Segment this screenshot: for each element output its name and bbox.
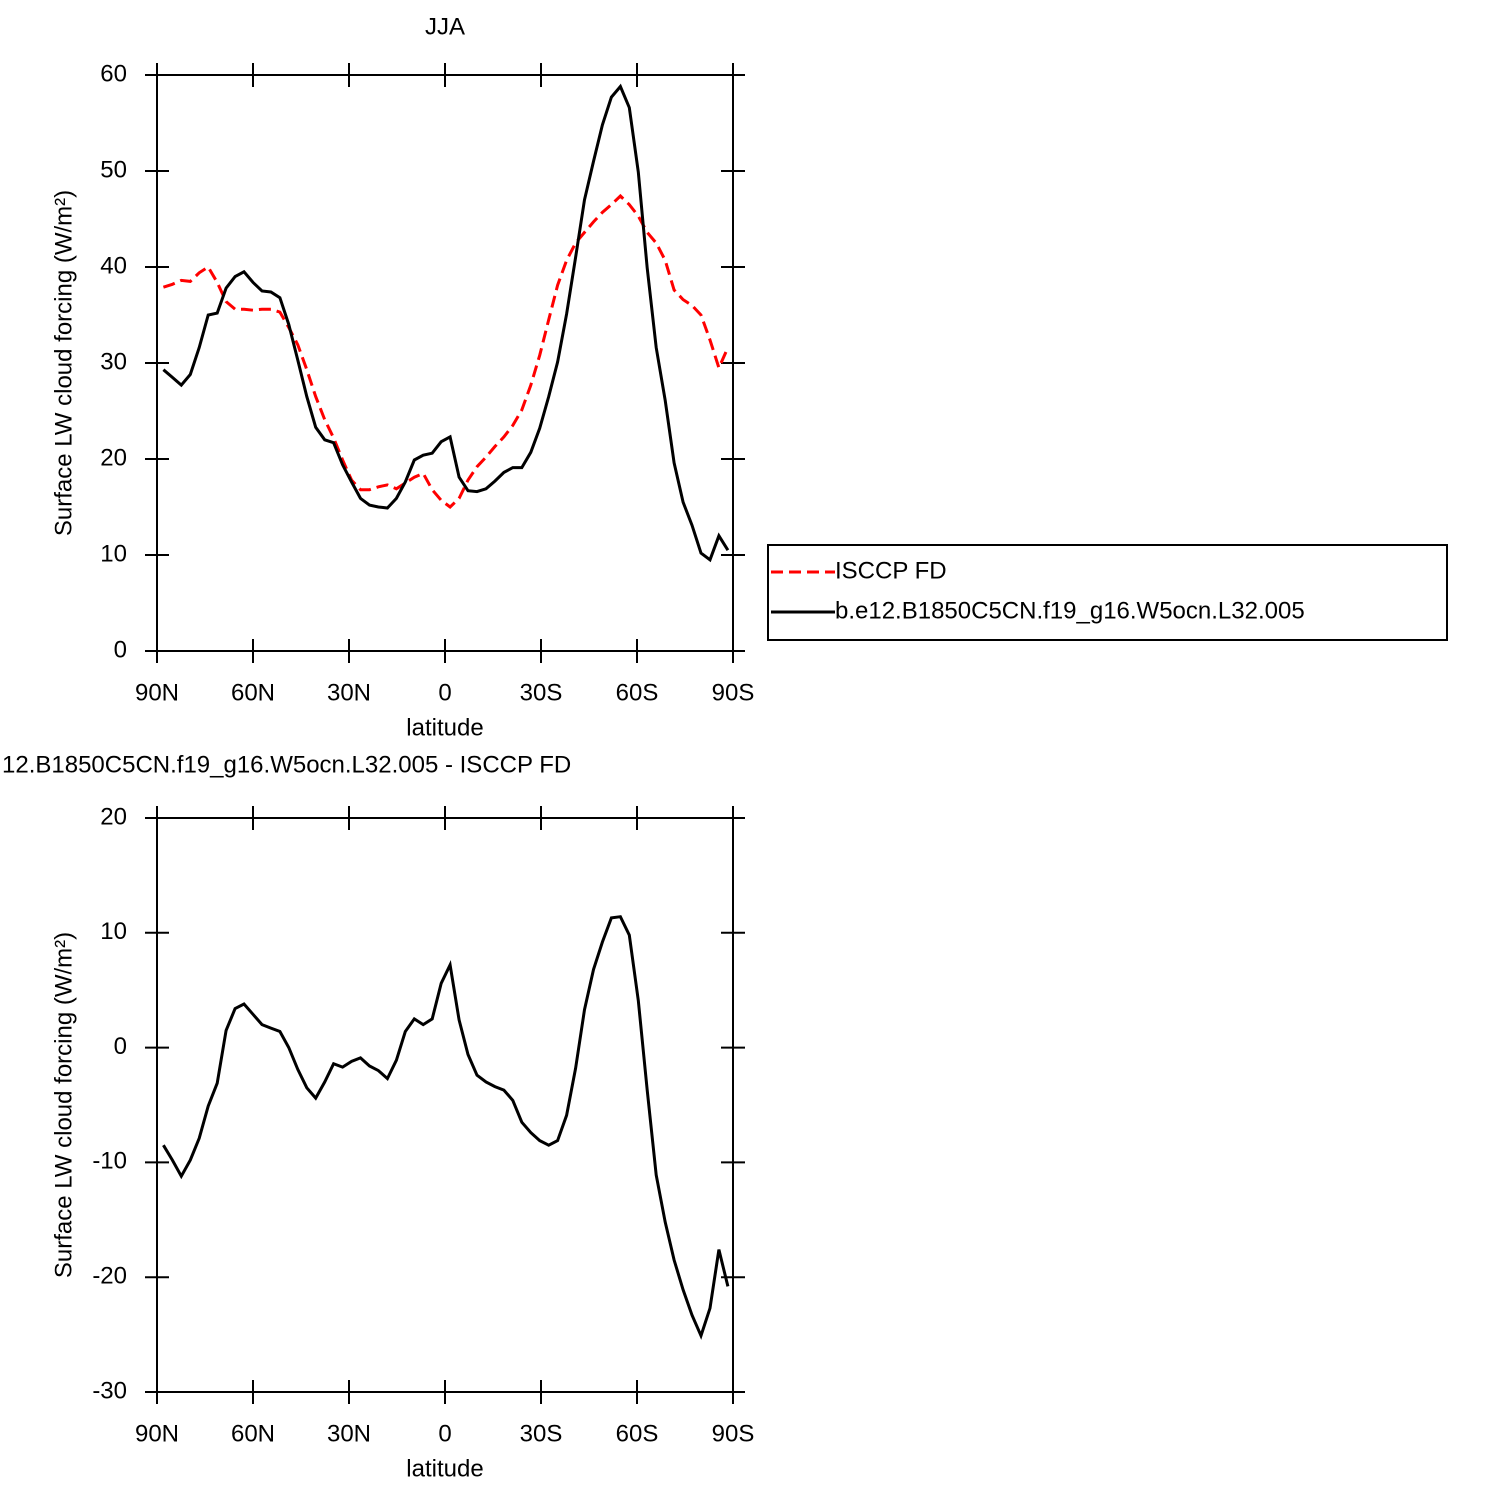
y-tick-label: 10	[100, 540, 127, 567]
y-tick-label: 10	[100, 918, 127, 945]
x-tick-label: 90N	[135, 1420, 179, 1447]
plot-frame	[156, 74, 734, 652]
x-tick-label: 30S	[520, 1420, 563, 1447]
x-tick-label: 0	[438, 679, 451, 706]
x-tick-label: 0	[438, 1420, 451, 1447]
y-tick-label: 0	[114, 1033, 127, 1060]
y-tick-label: -10	[92, 1148, 127, 1175]
x-tick-label: 60N	[231, 679, 275, 706]
x-tick-label: 30N	[327, 679, 371, 706]
y-tick-label: 20	[100, 444, 127, 471]
y-axis-label: Surface LW cloud forcing (W/m²)	[50, 932, 77, 1278]
legend-label: b.e12.B1850C5CN.f19_g16.W5ocn.L32.005	[835, 597, 1305, 624]
y-tick-label: 40	[100, 252, 127, 279]
x-tick-label: 90S	[712, 1420, 755, 1447]
x-tick-label: 30N	[327, 1420, 371, 1447]
y-axis-label: Surface LW cloud forcing (W/m²)	[50, 190, 77, 536]
y-tick-label: 50	[100, 156, 127, 183]
x-axis-label: latitude	[406, 714, 483, 741]
data-line	[162, 915, 730, 1340]
y-tick-label: -20	[92, 1263, 127, 1290]
data-line	[162, 193, 730, 509]
y-tick-label: -30	[92, 1377, 127, 1404]
y-tick-label: 60	[100, 60, 127, 87]
x-axis-label: latitude	[406, 1455, 483, 1482]
y-tick-label: 30	[100, 348, 127, 375]
legend-box	[767, 544, 1448, 641]
chart-title: JJA	[425, 13, 465, 40]
x-tick-label: 60N	[231, 1420, 275, 1447]
x-tick-label: 30S	[520, 679, 563, 706]
x-tick-label: 60S	[616, 679, 659, 706]
x-tick-label: 60S	[616, 1420, 659, 1447]
plot-frame	[156, 817, 734, 1393]
x-tick-label: 90S	[712, 679, 755, 706]
legend-label: ISCCP FD	[835, 557, 947, 584]
data-line	[162, 83, 730, 563]
y-tick-label: 0	[114, 636, 127, 663]
y-tick-label: 20	[100, 803, 127, 830]
chart-title: 12.B1850C5CN.f19_g16.W5ocn.L32.005 - ISC…	[2, 751, 571, 778]
x-tick-label: 90N	[135, 679, 179, 706]
